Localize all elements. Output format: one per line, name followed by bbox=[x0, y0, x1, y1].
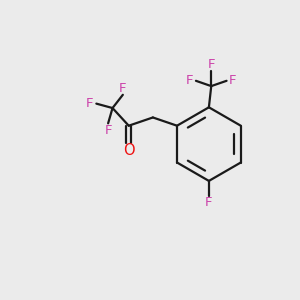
Text: F: F bbox=[208, 58, 215, 71]
Text: O: O bbox=[123, 142, 134, 158]
Text: F: F bbox=[104, 124, 112, 136]
Text: F: F bbox=[205, 196, 213, 209]
Text: F: F bbox=[186, 74, 194, 87]
Text: F: F bbox=[86, 97, 93, 110]
Text: F: F bbox=[119, 82, 127, 95]
Text: F: F bbox=[229, 74, 236, 87]
